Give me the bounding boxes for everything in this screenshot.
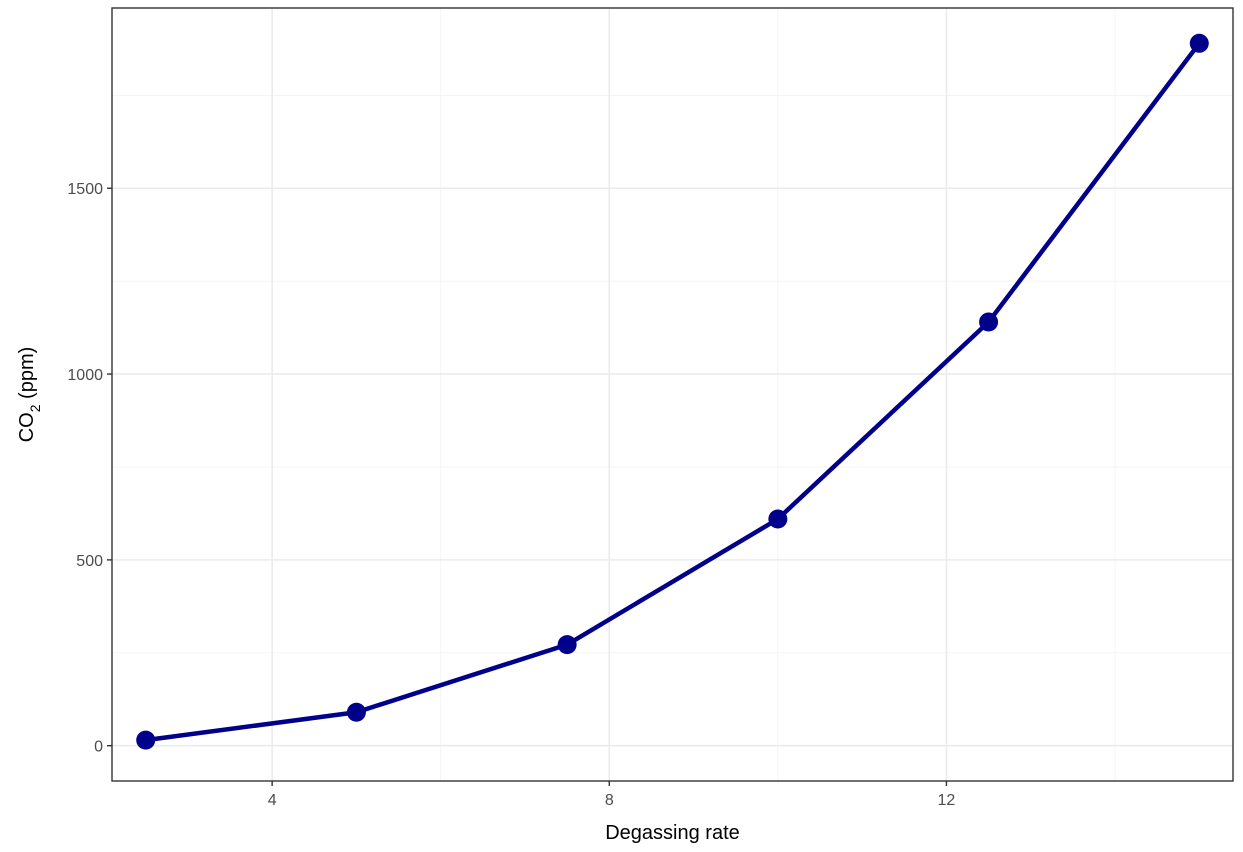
minor-gridlines (112, 8, 1233, 781)
x-tick-label: 12 (938, 792, 956, 809)
y-tick-label: 1000 (67, 367, 103, 384)
y-axis: 0 500 1000 1500 (67, 181, 112, 756)
y-axis-title-prefix: CO (16, 412, 38, 442)
y-axis-title: CO2 (ppm) (16, 347, 43, 443)
x-axis: 4 8 12 (268, 781, 956, 809)
y-tick-label: 0 (94, 739, 103, 756)
x-tick-label: 8 (605, 792, 614, 809)
plot-panel-border (111, 7, 1234, 782)
y-axis-title-suffix: (ppm) (16, 347, 38, 405)
data-point (768, 509, 788, 529)
y-tick-label: 1500 (67, 181, 103, 198)
data-point (979, 312, 999, 332)
data-point (1189, 33, 1209, 53)
series-layer (136, 33, 1209, 750)
y-tick-label: 500 (76, 553, 103, 570)
data-point (136, 730, 156, 750)
series-line (143, 41, 1202, 743)
y-axis-title-subscript: 2 (27, 404, 43, 412)
major-gridlines (112, 8, 1233, 781)
data-point (557, 635, 577, 655)
data-point (346, 702, 366, 722)
x-axis-title: Degassing rate (605, 822, 740, 844)
x-tick-label: 4 (268, 792, 277, 809)
